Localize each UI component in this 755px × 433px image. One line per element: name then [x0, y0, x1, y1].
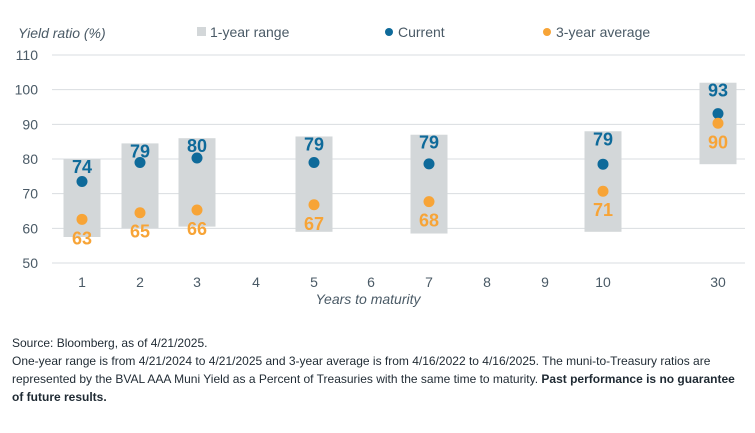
current-value-label: 79 [593, 129, 613, 149]
x-tick-label: 3 [193, 274, 201, 290]
current-point [191, 152, 203, 164]
average-point [76, 213, 88, 225]
x-axis-title: Years to maturity [315, 291, 421, 307]
methodology-text: One-year range is from 4/21/2024 to 4/21… [12, 354, 711, 386]
x-tick-label: 4 [252, 274, 260, 290]
y-tick-label: 90 [22, 116, 38, 132]
yield-ratio-chart: Yield ratio (%) 1-year range Current 3-yea… [15, 24, 745, 307]
current-value-label: 79 [130, 141, 150, 161]
x-tick-label: 1 [78, 274, 86, 290]
y-tick-label: 110 [16, 47, 39, 63]
legend: 1-year range Current 3-year average [197, 24, 650, 40]
current-value-label: 79 [419, 133, 439, 153]
legend-average-swatch [543, 28, 551, 36]
current-point [597, 158, 609, 170]
current-point [134, 156, 146, 168]
y-tick-label: 60 [22, 220, 38, 236]
current-value-label: 80 [187, 136, 207, 156]
average-value-label: 66 [187, 219, 207, 239]
average-point [423, 196, 435, 208]
range-bar [584, 131, 622, 232]
current-point [308, 156, 320, 168]
average-point [134, 207, 146, 219]
legend-range-swatch [197, 27, 206, 36]
range-bar [410, 134, 448, 234]
current-point [423, 158, 435, 170]
gridlines [52, 54, 745, 264]
legend-label: 1-year range [210, 24, 290, 40]
current-point [712, 108, 724, 120]
current-value-label: 74 [72, 157, 92, 177]
average-value-label: 67 [304, 214, 324, 234]
y-tick-label: 80 [22, 151, 38, 167]
x-tick-label: 2 [136, 274, 144, 290]
x-tick-label: 9 [541, 274, 549, 290]
footnotes: Source: Bloomberg, as of 4/21/2025. One-… [12, 334, 747, 406]
current-value-label: 93 [708, 81, 728, 101]
x-tick-label: 7 [425, 274, 433, 290]
y-tick-label: 70 [22, 186, 38, 202]
x-tick-label: 30 [710, 274, 726, 290]
average-value-label: 68 [419, 211, 439, 231]
legend-label: Current [398, 24, 445, 40]
x-axis-ticks: 1 2 3 4 5 6 7 8 9 10 30 [78, 274, 726, 290]
average-point [308, 199, 320, 211]
methodology-note: One-year range is from 4/21/2024 to 4/21… [12, 352, 747, 406]
chart-marks: 74 63 79 65 80 66 79 67 79 68 79 71 93 90 [63, 81, 737, 248]
average-point [597, 185, 609, 197]
average-value-label: 71 [593, 200, 613, 220]
x-tick-label: 5 [310, 274, 318, 290]
range-bar [295, 136, 333, 232]
source-note: Source: Bloomberg, as of 4/21/2025. [12, 336, 208, 350]
average-value-label: 90 [708, 132, 728, 152]
y-axis-title: Yield ratio (%) [18, 25, 106, 41]
disclaimer: Past performance is no guarantee of futu… [12, 372, 735, 404]
y-axis-ticks: 50 60 70 80 90 100 110 [15, 47, 39, 271]
y-tick-label: 100 [15, 82, 39, 98]
current-point [76, 176, 88, 188]
legend-label: 3-year average [556, 24, 650, 40]
legend-current-swatch [385, 28, 393, 36]
average-point [191, 204, 203, 216]
current-value-label: 79 [304, 134, 324, 154]
y-tick-label: 50 [22, 255, 38, 271]
x-tick-label: 10 [595, 274, 611, 290]
average-value-label: 65 [130, 222, 150, 242]
x-tick-label: 6 [367, 274, 375, 290]
average-point [712, 117, 724, 129]
average-value-label: 63 [72, 228, 92, 248]
x-tick-label: 8 [483, 274, 491, 290]
